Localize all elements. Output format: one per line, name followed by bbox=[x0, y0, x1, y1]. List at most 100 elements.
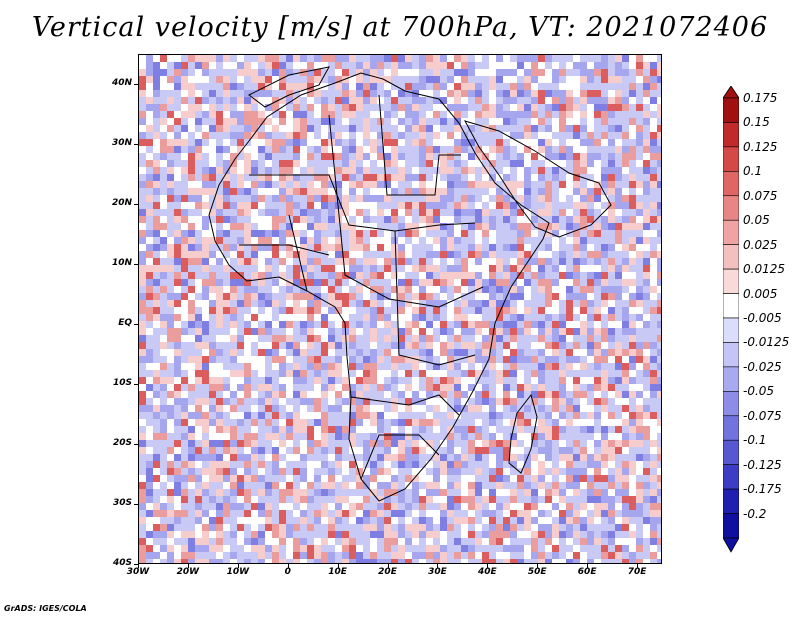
field-cell bbox=[181, 272, 188, 279]
field-cell bbox=[475, 118, 482, 125]
field-cell bbox=[426, 160, 433, 167]
field-cell bbox=[468, 510, 475, 517]
field-cell bbox=[216, 153, 223, 160]
field-cell bbox=[377, 118, 384, 125]
field-cell bbox=[594, 440, 601, 447]
field-cell bbox=[195, 363, 202, 370]
field-cell bbox=[594, 90, 601, 97]
field-cell bbox=[195, 62, 202, 69]
field-cell bbox=[622, 307, 629, 314]
field-cell bbox=[216, 90, 223, 97]
field-cell bbox=[391, 300, 398, 307]
field-cell bbox=[209, 335, 216, 342]
field-cell bbox=[545, 454, 552, 461]
field-cell bbox=[580, 328, 587, 335]
field-cell bbox=[573, 419, 580, 426]
field-cell bbox=[314, 76, 321, 83]
field-cell bbox=[545, 489, 552, 496]
field-cell bbox=[321, 188, 328, 195]
field-cell bbox=[615, 496, 622, 503]
field-cell bbox=[384, 118, 391, 125]
field-cell bbox=[552, 489, 559, 496]
field-cell bbox=[538, 356, 545, 363]
field-cell bbox=[195, 216, 202, 223]
field-cell bbox=[601, 104, 608, 111]
field-cell bbox=[202, 468, 209, 475]
field-cell bbox=[447, 139, 454, 146]
field-cell bbox=[363, 468, 370, 475]
field-cell bbox=[188, 62, 195, 69]
field-cell bbox=[489, 188, 496, 195]
field-cell bbox=[384, 496, 391, 503]
field-cell bbox=[594, 62, 601, 69]
field-cell bbox=[426, 132, 433, 139]
field-cell bbox=[335, 342, 342, 349]
field-cell bbox=[356, 440, 363, 447]
field-cell bbox=[391, 286, 398, 293]
field-cell bbox=[398, 482, 405, 489]
field-cell bbox=[517, 97, 524, 104]
field-cell bbox=[566, 454, 573, 461]
field-cell bbox=[209, 83, 216, 90]
field-cell bbox=[384, 139, 391, 146]
field-cell bbox=[601, 342, 608, 349]
field-cell bbox=[405, 300, 412, 307]
field-cell bbox=[412, 398, 419, 405]
field-cell bbox=[503, 230, 510, 237]
field-cell bbox=[433, 251, 440, 258]
field-cell bbox=[559, 251, 566, 258]
field-cell bbox=[580, 146, 587, 153]
field-cell bbox=[307, 55, 314, 62]
field-cell bbox=[440, 146, 447, 153]
field-cell bbox=[636, 398, 643, 405]
field-cell bbox=[174, 517, 181, 524]
field-cell bbox=[482, 314, 489, 321]
field-cell bbox=[510, 146, 517, 153]
field-cell bbox=[209, 384, 216, 391]
field-cell bbox=[566, 496, 573, 503]
field-cell bbox=[580, 83, 587, 90]
field-cell bbox=[279, 510, 286, 517]
field-cell bbox=[307, 167, 314, 174]
field-cell bbox=[244, 293, 251, 300]
field-cell bbox=[419, 391, 426, 398]
field-cell bbox=[503, 174, 510, 181]
field-cell bbox=[601, 461, 608, 468]
field-cell bbox=[286, 97, 293, 104]
field-cell bbox=[293, 69, 300, 76]
field-cell bbox=[489, 69, 496, 76]
field-cell bbox=[286, 461, 293, 468]
field-cell bbox=[391, 174, 398, 181]
field-cell bbox=[573, 447, 580, 454]
field-cell bbox=[559, 314, 566, 321]
field-cell bbox=[314, 321, 321, 328]
field-cell bbox=[433, 300, 440, 307]
field-cell bbox=[447, 349, 454, 356]
field-cell bbox=[426, 496, 433, 503]
field-cell bbox=[461, 363, 468, 370]
field-cell bbox=[524, 286, 531, 293]
field-cell bbox=[531, 321, 538, 328]
field-cell bbox=[405, 69, 412, 76]
field-cell bbox=[629, 174, 636, 181]
field-cell bbox=[342, 104, 349, 111]
field-cell bbox=[559, 335, 566, 342]
field-cell bbox=[440, 272, 447, 279]
field-cell bbox=[314, 356, 321, 363]
field-cell bbox=[496, 426, 503, 433]
field-cell bbox=[153, 517, 160, 524]
field-cell bbox=[636, 125, 643, 132]
field-cell bbox=[272, 83, 279, 90]
field-cell bbox=[608, 391, 615, 398]
field-cell bbox=[139, 97, 146, 104]
field-cell bbox=[139, 195, 146, 202]
field-cell bbox=[468, 111, 475, 118]
field-cell bbox=[279, 447, 286, 454]
field-cell bbox=[223, 384, 230, 391]
field-cell bbox=[328, 419, 335, 426]
field-cell bbox=[559, 384, 566, 391]
field-cell bbox=[146, 517, 153, 524]
field-cell bbox=[188, 517, 195, 524]
field-cell bbox=[475, 153, 482, 160]
field-cell bbox=[398, 426, 405, 433]
